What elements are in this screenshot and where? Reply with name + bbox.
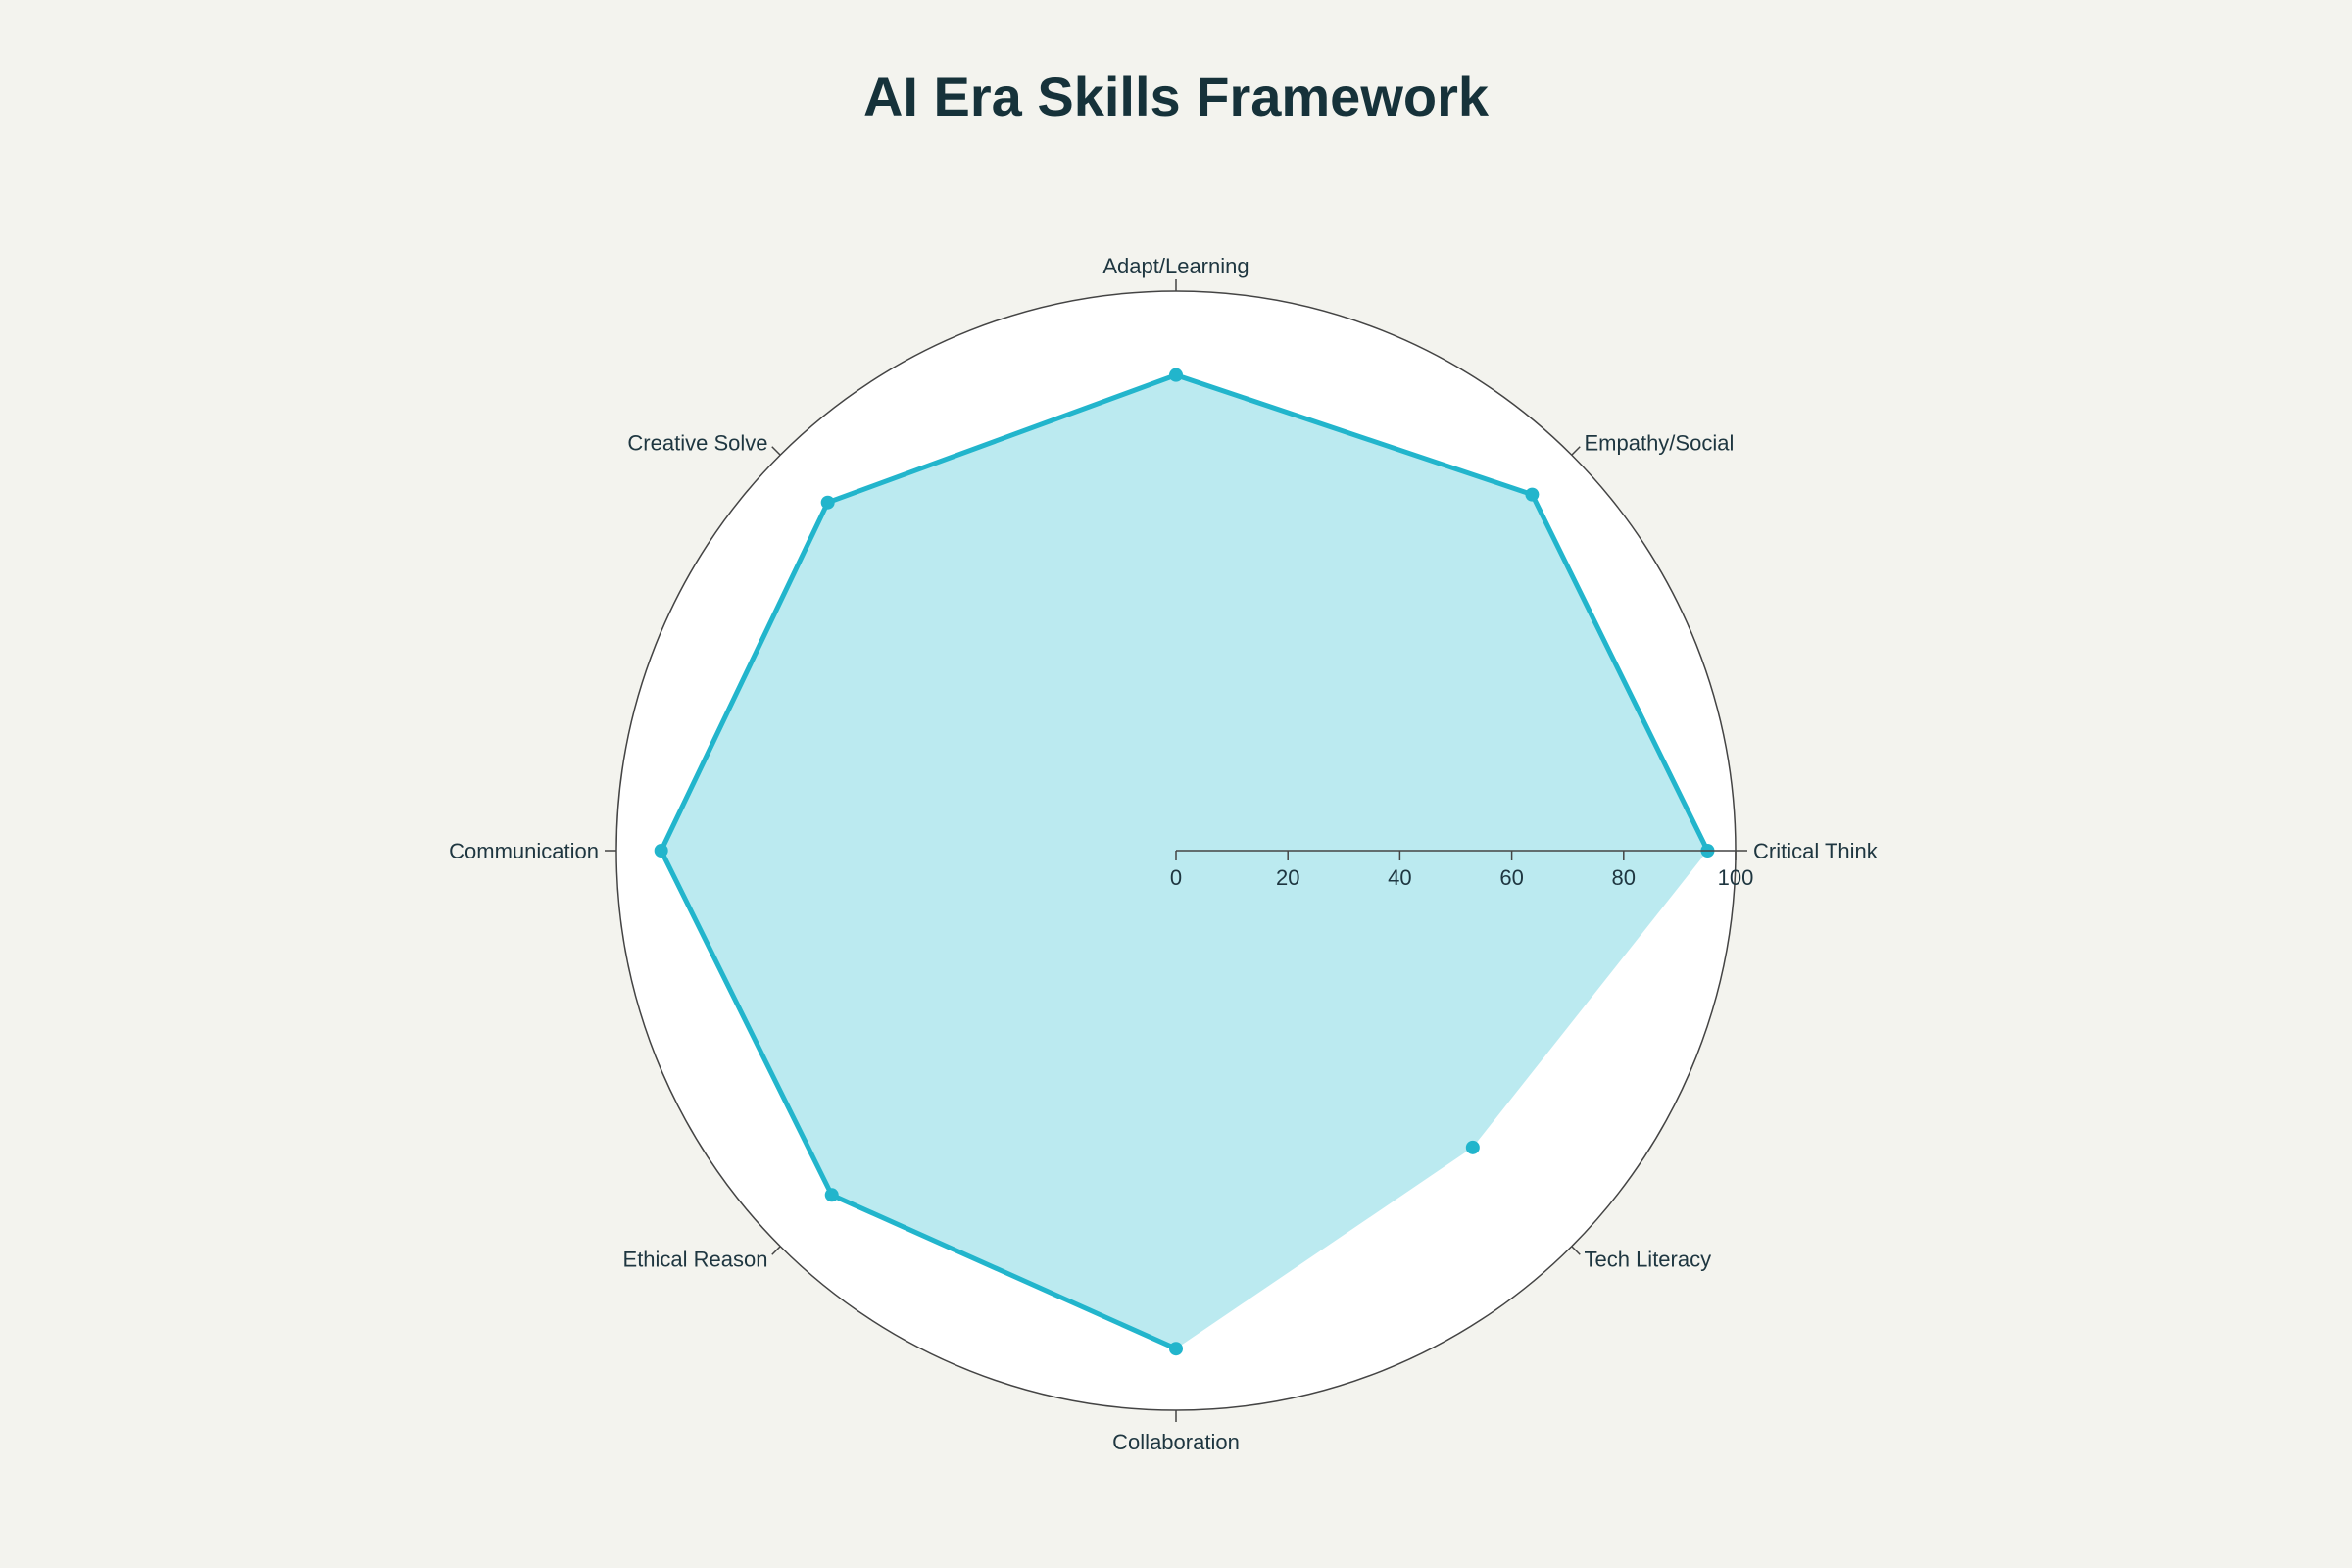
category-label: Communication — [449, 839, 599, 863]
chart-title: AI Era Skills Framework — [863, 66, 1490, 127]
category-label: Empathy/Social — [1584, 431, 1734, 456]
data-point — [1525, 487, 1540, 502]
data-point — [1465, 1140, 1480, 1154]
category-label: Collaboration — [1112, 1430, 1240, 1454]
radial-tick-label: 60 — [1499, 865, 1523, 890]
radial-tick-label: 40 — [1388, 865, 1411, 890]
data-point — [1169, 1342, 1183, 1356]
radial-axis: 0 20 40 60 80 100 — [1170, 850, 1754, 890]
data-point — [824, 1188, 839, 1202]
data-point — [654, 844, 668, 858]
radial-tick-label: 20 — [1276, 865, 1299, 890]
series-layer — [654, 368, 1715, 1356]
series-area — [661, 374, 1708, 1349]
angular-tick — [771, 1246, 781, 1255]
radial-tick-label: 100 — [1718, 865, 1754, 890]
category-labels: Critical Think Empathy/Social Adapt/Learni… — [449, 254, 1879, 1454]
angular-tick — [771, 446, 781, 456]
category-label: Tech Literacy — [1584, 1247, 1711, 1271]
category-label: Creative Solve — [627, 431, 767, 456]
category-label: Ethical Reason — [623, 1247, 768, 1271]
angular-tick — [1571, 446, 1581, 456]
radial-tick-label: 0 — [1170, 865, 1182, 890]
radial-tick-label: 80 — [1612, 865, 1636, 890]
data-point — [1169, 368, 1183, 382]
data-point — [820, 495, 835, 510]
category-label: Critical Think — [1753, 839, 1879, 863]
angular-tick — [1571, 1246, 1581, 1255]
category-label: Adapt/Learning — [1102, 254, 1249, 278]
angular-axis-ticks — [605, 279, 1747, 1422]
